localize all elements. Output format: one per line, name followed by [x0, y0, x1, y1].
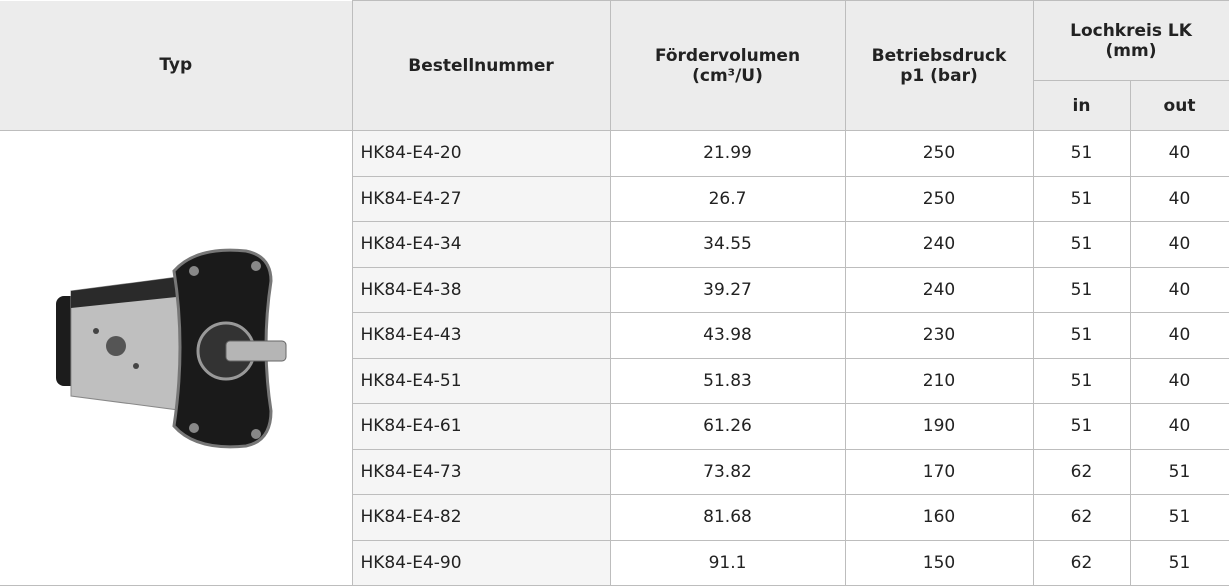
value-cell: 40 [1130, 313, 1229, 359]
header-cell: Lochkreis LK(mm) [1033, 1, 1229, 81]
value-cell: 250 [845, 176, 1033, 222]
value-cell: 21.99 [610, 131, 845, 177]
value-cell: 62 [1033, 540, 1130, 586]
header-text: Lochkreis LK [1034, 21, 1229, 41]
order-number: HK84-E4-73 [352, 449, 610, 495]
value-cell: 34.55 [610, 222, 845, 268]
value-cell: 51 [1033, 222, 1130, 268]
order-number: HK84-E4-27 [352, 176, 610, 222]
value-cell: 40 [1130, 176, 1229, 222]
header-cell: Bestellnummer [352, 1, 610, 131]
value-cell: 43.98 [610, 313, 845, 359]
bolt [189, 266, 199, 276]
value-cell: 170 [845, 449, 1033, 495]
product-image [46, 236, 306, 476]
value-cell: 51 [1033, 267, 1130, 313]
order-number: HK84-E4-61 [352, 404, 610, 450]
value-cell: 40 [1130, 267, 1229, 313]
header-text: Fördervolumen [611, 46, 845, 66]
value-cell: 51 [1033, 131, 1130, 177]
value-cell: 40 [1130, 131, 1229, 177]
header-text: Betriebsdruck [846, 46, 1033, 66]
header-cell: Fördervolumen(cm³/U) [610, 1, 845, 131]
value-cell: 51 [1033, 313, 1130, 359]
value-cell: 210 [845, 358, 1033, 404]
header-text: (mm) [1034, 41, 1229, 61]
value-cell: 26.7 [610, 176, 845, 222]
value-cell: 51.83 [610, 358, 845, 404]
value-cell: 160 [845, 495, 1033, 541]
bolt [189, 423, 199, 433]
header-text: p1 (bar) [846, 66, 1033, 86]
value-cell: 40 [1130, 222, 1229, 268]
value-cell: 190 [845, 404, 1033, 450]
bolt [251, 261, 261, 271]
order-number: HK84-E4-43 [352, 313, 610, 359]
value-cell: 62 [1033, 449, 1130, 495]
order-number: HK84-E4-90 [352, 540, 610, 586]
order-number: HK84-E4-51 [352, 358, 610, 404]
value-cell: 250 [845, 131, 1033, 177]
value-cell: 51 [1130, 495, 1229, 541]
hole [93, 328, 99, 334]
value-cell: 51 [1130, 540, 1229, 586]
value-cell: 40 [1130, 404, 1229, 450]
header-text: (cm³/U) [611, 66, 845, 86]
value-cell: 62 [1033, 495, 1130, 541]
header-cell: Typ [0, 1, 352, 131]
bolt [251, 429, 261, 439]
table-header: Typ Bestellnummer Fördervolumen(cm³/U) B… [0, 1, 1229, 131]
value-cell: 91.1 [610, 540, 845, 586]
value-cell: 73.82 [610, 449, 845, 495]
product-table: Typ Bestellnummer Fördervolumen(cm³/U) B… [0, 0, 1229, 586]
value-cell: 61.26 [610, 404, 845, 450]
shaft [226, 341, 286, 361]
header-row: Typ Bestellnummer Fördervolumen(cm³/U) B… [0, 1, 1229, 81]
value-cell: 230 [845, 313, 1033, 359]
order-number: HK84-E4-34 [352, 222, 610, 268]
value-cell: 150 [845, 540, 1033, 586]
value-cell: 240 [845, 267, 1033, 313]
port [106, 336, 126, 356]
value-cell: 51 [1033, 358, 1130, 404]
value-cell: 51 [1130, 449, 1229, 495]
order-number: HK84-E4-82 [352, 495, 610, 541]
order-number: HK84-E4-20 [352, 131, 610, 177]
value-cell: 51 [1033, 176, 1130, 222]
type-cell [0, 131, 352, 586]
header-cell: in [1033, 81, 1130, 131]
order-number: HK84-E4-38 [352, 267, 610, 313]
value-cell: 51 [1033, 404, 1130, 450]
value-cell: 81.68 [610, 495, 845, 541]
value-cell: 40 [1130, 358, 1229, 404]
page: Typ Bestellnummer Fördervolumen(cm³/U) B… [0, 0, 1229, 585]
hole [133, 363, 139, 369]
header-cell: out [1130, 81, 1229, 131]
value-cell: 240 [845, 222, 1033, 268]
value-cell: 39.27 [610, 267, 845, 313]
